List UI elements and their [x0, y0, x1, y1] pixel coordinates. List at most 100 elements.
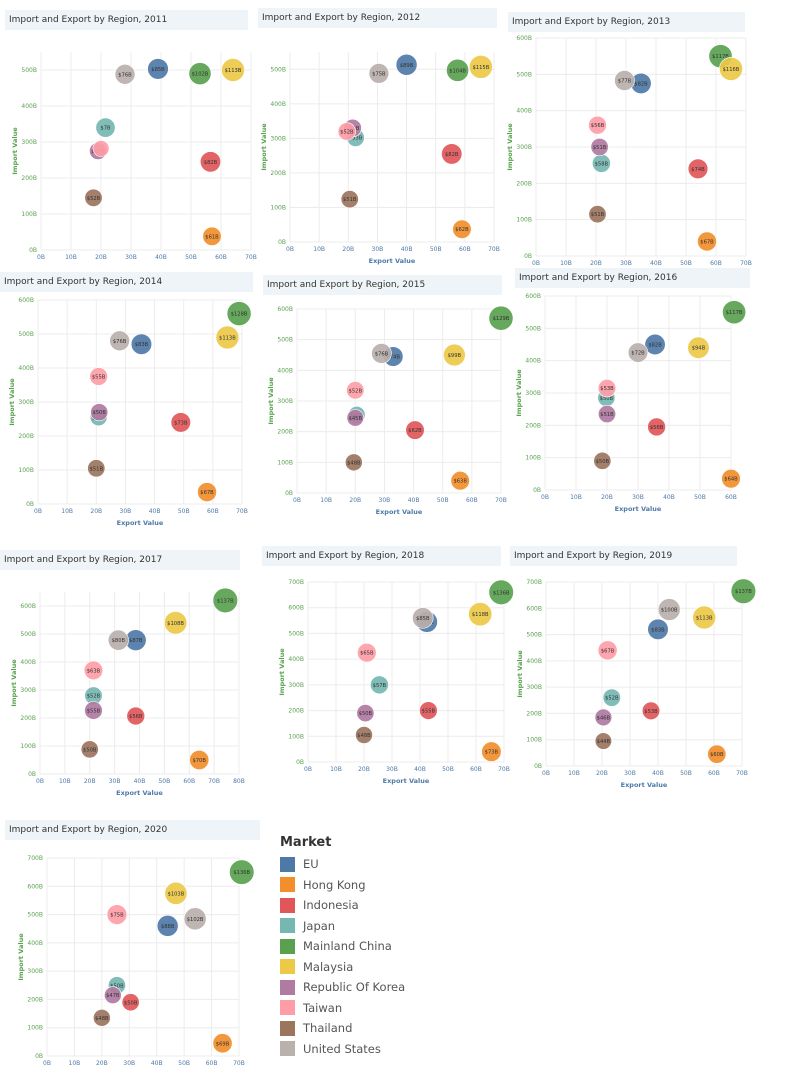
bubble-indonesia[interactable]: [405, 420, 425, 440]
bubble-thailand[interactable]: [80, 740, 99, 759]
legend-item[interactable]: Malaysia: [280, 957, 440, 978]
legend-item[interactable]: Taiwan: [280, 998, 440, 1019]
bubble-republic-of-korea[interactable]: [597, 405, 617, 424]
chart-title: Import and Export by Region, 2020: [5, 820, 260, 840]
bubble-hong-kong[interactable]: [707, 744, 727, 764]
bubble-mainland-china[interactable]: [488, 305, 514, 331]
bubble-united-states[interactable]: [627, 342, 649, 363]
bubble-taiwan[interactable]: [346, 381, 365, 400]
bubble-japan[interactable]: [602, 688, 621, 707]
bubble-taiwan[interactable]: [597, 640, 618, 661]
bubble-taiwan[interactable]: [597, 379, 617, 398]
bubble-united-states[interactable]: [114, 64, 136, 85]
bubble-malaysia[interactable]: [215, 325, 240, 350]
bubble-eu[interactable]: [130, 333, 153, 355]
bubble-malaysia[interactable]: [687, 336, 710, 359]
bubble-malaysia[interactable]: [221, 58, 245, 82]
bubble-thailand[interactable]: [84, 188, 103, 207]
bubble-malaysia[interactable]: [163, 611, 188, 635]
bubble-united-states[interactable]: [109, 330, 130, 352]
bubble-thailand[interactable]: [355, 726, 373, 744]
bubble-mainland-china[interactable]: [730, 578, 757, 604]
bubble-united-states[interactable]: [368, 63, 390, 84]
bubble-indonesia[interactable]: [647, 417, 666, 437]
bubble-republic-of-korea[interactable]: [590, 137, 609, 157]
legend-item[interactable]: United States: [280, 1039, 440, 1060]
bubble-taiwan[interactable]: [106, 904, 128, 925]
bubble-indonesia[interactable]: [121, 993, 140, 1012]
bubble-thailand[interactable]: [87, 459, 106, 478]
bubble-hong-kong[interactable]: [197, 482, 217, 502]
bubble-republic-of-korea[interactable]: [356, 704, 375, 723]
bubble-taiwan[interactable]: [357, 642, 377, 663]
bubble-thailand[interactable]: [593, 451, 612, 470]
bubble-taiwan[interactable]: [89, 367, 108, 386]
bubble-malaysia[interactable]: [692, 605, 717, 630]
bubble-indonesia[interactable]: [170, 412, 191, 433]
bubble-indonesia[interactable]: [126, 706, 146, 726]
bubble-eu[interactable]: [156, 915, 179, 937]
bubble-hong-kong[interactable]: [721, 468, 741, 489]
bubble-mainland-china[interactable]: [226, 301, 252, 326]
bubble-hong-kong[interactable]: [450, 471, 470, 491]
bubble-united-states[interactable]: [107, 629, 129, 651]
bubble-eu[interactable]: [644, 333, 666, 356]
bubble-united-states[interactable]: [614, 70, 635, 91]
legend-item[interactable]: EU: [280, 854, 440, 875]
bubble-taiwan[interactable]: [588, 115, 607, 135]
bubble-malaysia[interactable]: [164, 881, 188, 905]
bubble-thailand[interactable]: [344, 453, 363, 472]
bubble-republic-of-korea[interactable]: [84, 701, 103, 720]
bubble-united-states[interactable]: [371, 343, 392, 364]
bubble-republic-of-korea[interactable]: [594, 708, 613, 727]
bubble-taiwan[interactable]: [92, 140, 110, 157]
bubble-taiwan[interactable]: [337, 122, 356, 141]
bubble-hong-kong[interactable]: [202, 226, 222, 246]
bubble-thailand[interactable]: [93, 1008, 111, 1027]
bubble-eu[interactable]: [647, 618, 669, 640]
legend-item[interactable]: Indonesia: [280, 895, 440, 916]
bubble-mainland-china[interactable]: [212, 587, 238, 614]
bubble-united-states[interactable]: [412, 607, 434, 629]
legend-item[interactable]: Japan: [280, 916, 440, 937]
bubble-mainland-china[interactable]: [722, 300, 747, 325]
bubble-indonesia[interactable]: [687, 158, 709, 179]
bubble-japan[interactable]: [95, 117, 116, 138]
legend-item[interactable]: Republic Of Korea: [280, 977, 440, 998]
bubble-hong-kong[interactable]: [697, 231, 717, 252]
legend-item[interactable]: Mainland China: [280, 936, 440, 957]
bubble-hong-kong[interactable]: [212, 1033, 233, 1054]
legend-item[interactable]: Thailand: [280, 1018, 440, 1039]
bubble-eu[interactable]: [395, 53, 418, 76]
legend-item[interactable]: Hong Kong: [280, 875, 440, 896]
y-tick-label: 200B: [18, 433, 34, 440]
bubble-hong-kong[interactable]: [481, 741, 502, 762]
bubble-thailand[interactable]: [588, 205, 607, 224]
bubble-indonesia[interactable]: [419, 701, 438, 720]
bubble-mainland-china[interactable]: [446, 58, 470, 82]
bubble-mainland-china[interactable]: [229, 859, 255, 885]
bubble-label: $50B: [83, 747, 97, 753]
x-tick-label: 30B: [620, 260, 632, 267]
bubble-hong-kong[interactable]: [189, 750, 210, 770]
bubble-japan[interactable]: [370, 675, 389, 695]
bubble-mainland-china[interactable]: [188, 62, 212, 85]
bubble-malaysia[interactable]: [443, 343, 466, 367]
bubble-indonesia[interactable]: [199, 151, 222, 173]
bubble-malaysia[interactable]: [469, 54, 493, 79]
bubble-united-states[interactable]: [657, 598, 681, 621]
bubble-thailand[interactable]: [340, 190, 359, 209]
bubble-malaysia[interactable]: [468, 602, 493, 627]
bubble-republic-of-korea[interactable]: [104, 986, 122, 1004]
bubble-taiwan[interactable]: [83, 660, 104, 681]
bubble-mainland-china[interactable]: [488, 579, 514, 605]
bubble-eu[interactable]: [147, 58, 169, 80]
bubble-hong-kong[interactable]: [452, 219, 472, 239]
bubble-united-states[interactable]: [183, 907, 207, 931]
bubble-republic-of-korea[interactable]: [90, 403, 109, 422]
bubble-indonesia[interactable]: [441, 143, 463, 165]
bubble-indonesia[interactable]: [641, 701, 661, 720]
bubble-republic-of-korea[interactable]: [346, 409, 364, 427]
bubble-malaysia[interactable]: [719, 56, 743, 81]
bubble-thailand[interactable]: [594, 732, 613, 750]
